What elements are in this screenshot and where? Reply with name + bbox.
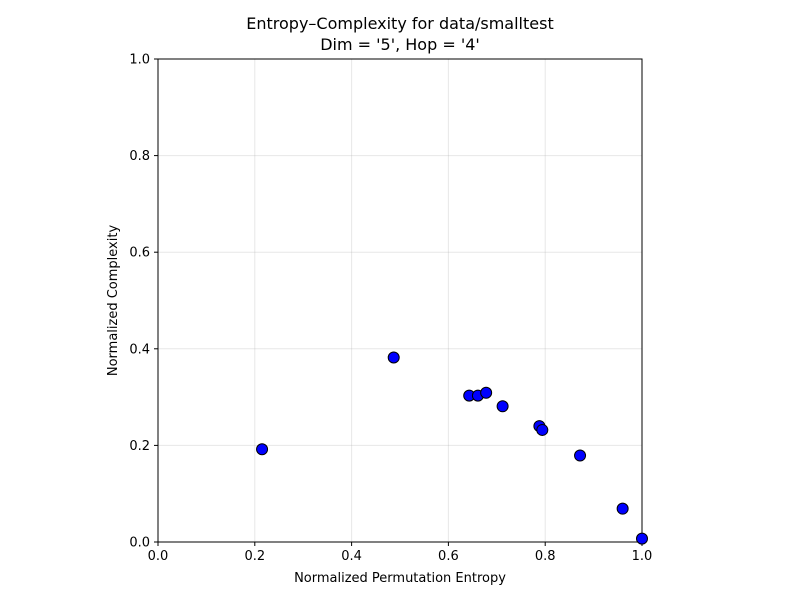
y-tick-label: 0.2 — [129, 439, 150, 454]
scatter-point — [480, 386, 493, 399]
scatter-point — [496, 400, 509, 413]
y-tick-label: 0.4 — [129, 342, 150, 357]
y-tick-label: 0.6 — [129, 246, 150, 261]
y-axis-label: Normalized Complexity — [106, 225, 121, 377]
y-tick-label: 1.0 — [129, 53, 150, 68]
scatter-point — [387, 351, 400, 364]
x-tick-label: 1.0 — [632, 549, 653, 564]
x-tick-label: 0.2 — [244, 549, 265, 564]
x-tick-label: 0.8 — [535, 549, 556, 564]
chart-title: Entropy–Complexity for data/smalltest — [246, 14, 553, 33]
scatter-point — [536, 423, 549, 436]
x-axis-label: Normalized Permutation Entropy — [294, 571, 506, 586]
scatter-point — [616, 502, 629, 515]
scatter-point — [636, 532, 648, 545]
x-tick-label: 0.6 — [438, 549, 459, 564]
chart-subtitle: Dim = '5', Hop = '4' — [320, 35, 480, 54]
y-tick-label: 0.8 — [129, 149, 150, 164]
plot-area — [158, 59, 642, 542]
x-tick-label: 0.4 — [341, 549, 362, 564]
plot-frame — [157, 58, 643, 543]
scatter-point — [256, 443, 269, 456]
grid — [157, 58, 643, 543]
x-tick-label: 0.0 — [148, 549, 169, 564]
data-points — [256, 351, 648, 545]
scatter-point — [574, 449, 587, 462]
axis-ticks: 0.0 0.2 0.4 0.6 0.8 1.0 0.0 0.2 0.4 0.6 0.8 1.0 — [129, 53, 652, 565]
y-tick-label: 0.0 — [129, 536, 150, 551]
